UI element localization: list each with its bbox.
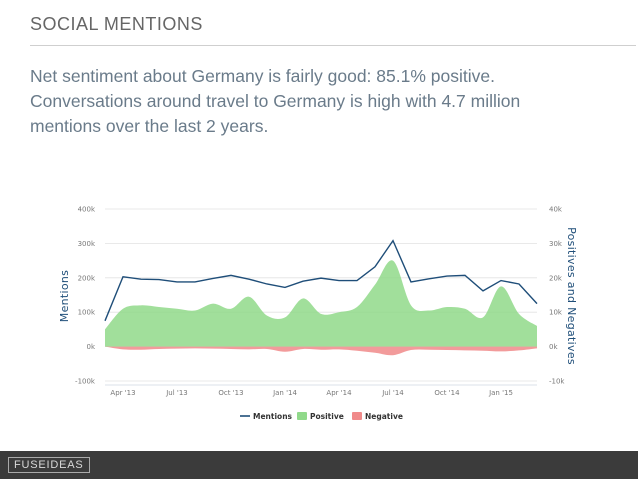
left-tick-label: 0k	[86, 343, 95, 351]
section-title: SOCIAL MENTIONS	[30, 14, 203, 34]
left-tick-label: 100k	[78, 309, 96, 317]
right-axis-title: Positives and Negatives	[565, 227, 578, 365]
left-tick-label: 200k	[78, 274, 96, 282]
right-tick-label: 40k	[549, 206, 563, 214]
right-tick-label: -10k	[549, 378, 565, 386]
legend-swatch	[297, 412, 307, 420]
legend-item-negative[interactable]: Negative	[352, 412, 403, 421]
x-tick-label: Jul '13	[165, 389, 188, 397]
right-tick-label: 20k	[549, 274, 563, 282]
legend-item-positive[interactable]: Positive	[297, 412, 344, 421]
x-tick-label: Oct '14	[434, 389, 460, 397]
right-tick-label: 30k	[549, 240, 563, 248]
series-area-negative	[105, 346, 537, 356]
x-tick-label: Jan '14	[272, 389, 297, 397]
legend-item-mentions[interactable]: Mentions	[240, 412, 293, 421]
x-tick-label: Apr '14	[326, 389, 352, 397]
x-tick-label: Jul '14	[381, 389, 404, 397]
series-lines	[104, 239, 538, 322]
x-tick-label: Oct '13	[218, 389, 243, 397]
legend-label: Mentions	[253, 412, 293, 421]
legend-label: Negative	[365, 412, 403, 421]
series-areas	[105, 260, 537, 356]
series-area-positive	[105, 260, 537, 347]
left-tick-label: 400k	[78, 206, 96, 214]
chart-legend: Mentions Positive Negative	[240, 412, 403, 421]
series-line-mentions	[104, 239, 538, 322]
x-tick-label: Apr '13	[110, 389, 135, 397]
footer-bar: FUSEIDEAS	[0, 451, 638, 479]
left-tick-label: 300k	[78, 240, 96, 248]
axis-ticks: 400k 40k 300k 30k 200k 20k 100k 10k 0k 0k -100k -10…	[75, 206, 565, 398]
legend-label: Positive	[310, 412, 344, 421]
title-divider	[30, 45, 636, 46]
legend-swatch	[352, 412, 362, 420]
left-tick-label: -100k	[75, 378, 96, 386]
left-axis-title: Mentions	[58, 270, 71, 322]
description-text: Net sentiment about Germany is fairly go…	[30, 66, 521, 136]
brand-logo: FUSEIDEAS	[8, 457, 90, 473]
x-tick-label: Jan '15	[488, 389, 513, 397]
right-tick-label: 0k	[549, 343, 558, 351]
right-tick-label: 10k	[549, 309, 563, 317]
grid-lines	[105, 208, 537, 386]
